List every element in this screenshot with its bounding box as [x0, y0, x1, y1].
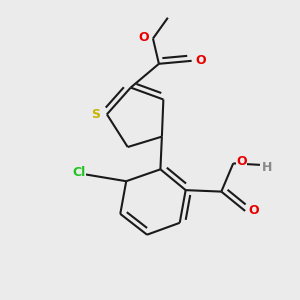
Text: O: O [139, 31, 149, 44]
Text: S: S [91, 108, 100, 121]
Text: Cl: Cl [72, 166, 85, 179]
Text: O: O [236, 155, 247, 168]
Text: O: O [248, 204, 259, 218]
Text: O: O [195, 54, 206, 67]
Text: H: H [262, 161, 273, 174]
